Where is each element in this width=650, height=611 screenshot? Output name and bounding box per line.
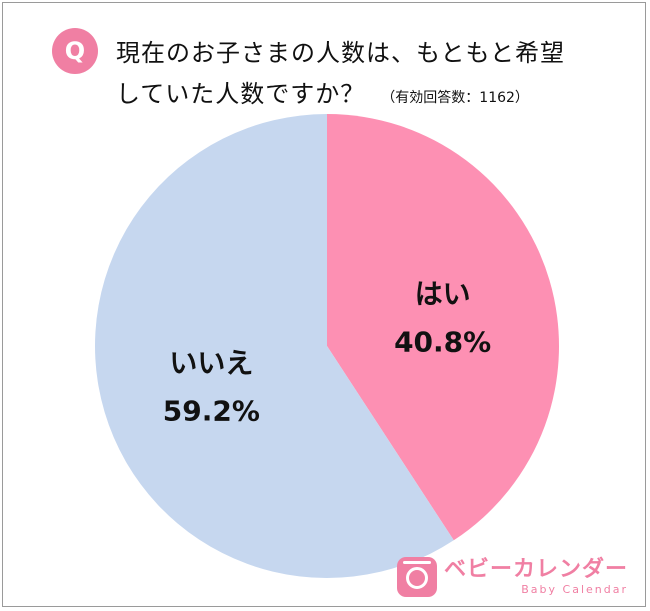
question-text-line-2-text: していた人数ですか？: [116, 80, 366, 108]
brand-name-jp: ベビーカレンダー: [443, 557, 628, 582]
baby-calendar-logo-icon: [396, 557, 437, 597]
question-text-line-1: 現在のお子さまの人数は、もともと希望: [116, 39, 566, 67]
slice-label-1: いいえ: [169, 346, 253, 379]
pie-slice-1: [95, 114, 454, 578]
respondent-count: （有効回答数：1162）: [381, 90, 529, 106]
slice-value-0: 40.8%: [394, 326, 491, 359]
slice-value-1: 59.2%: [163, 394, 260, 427]
question-text-line-2: していた人数ですか？ （有効回答数：1162）: [116, 74, 529, 109]
brand-logo: ベビーカレンダー Baby Calendar: [396, 557, 628, 597]
question-badge: Q: [52, 28, 98, 74]
pie-slice-0: [327, 114, 559, 541]
slice-label-0: はい: [415, 278, 471, 311]
brand-name-en: Baby Calendar: [521, 583, 628, 596]
